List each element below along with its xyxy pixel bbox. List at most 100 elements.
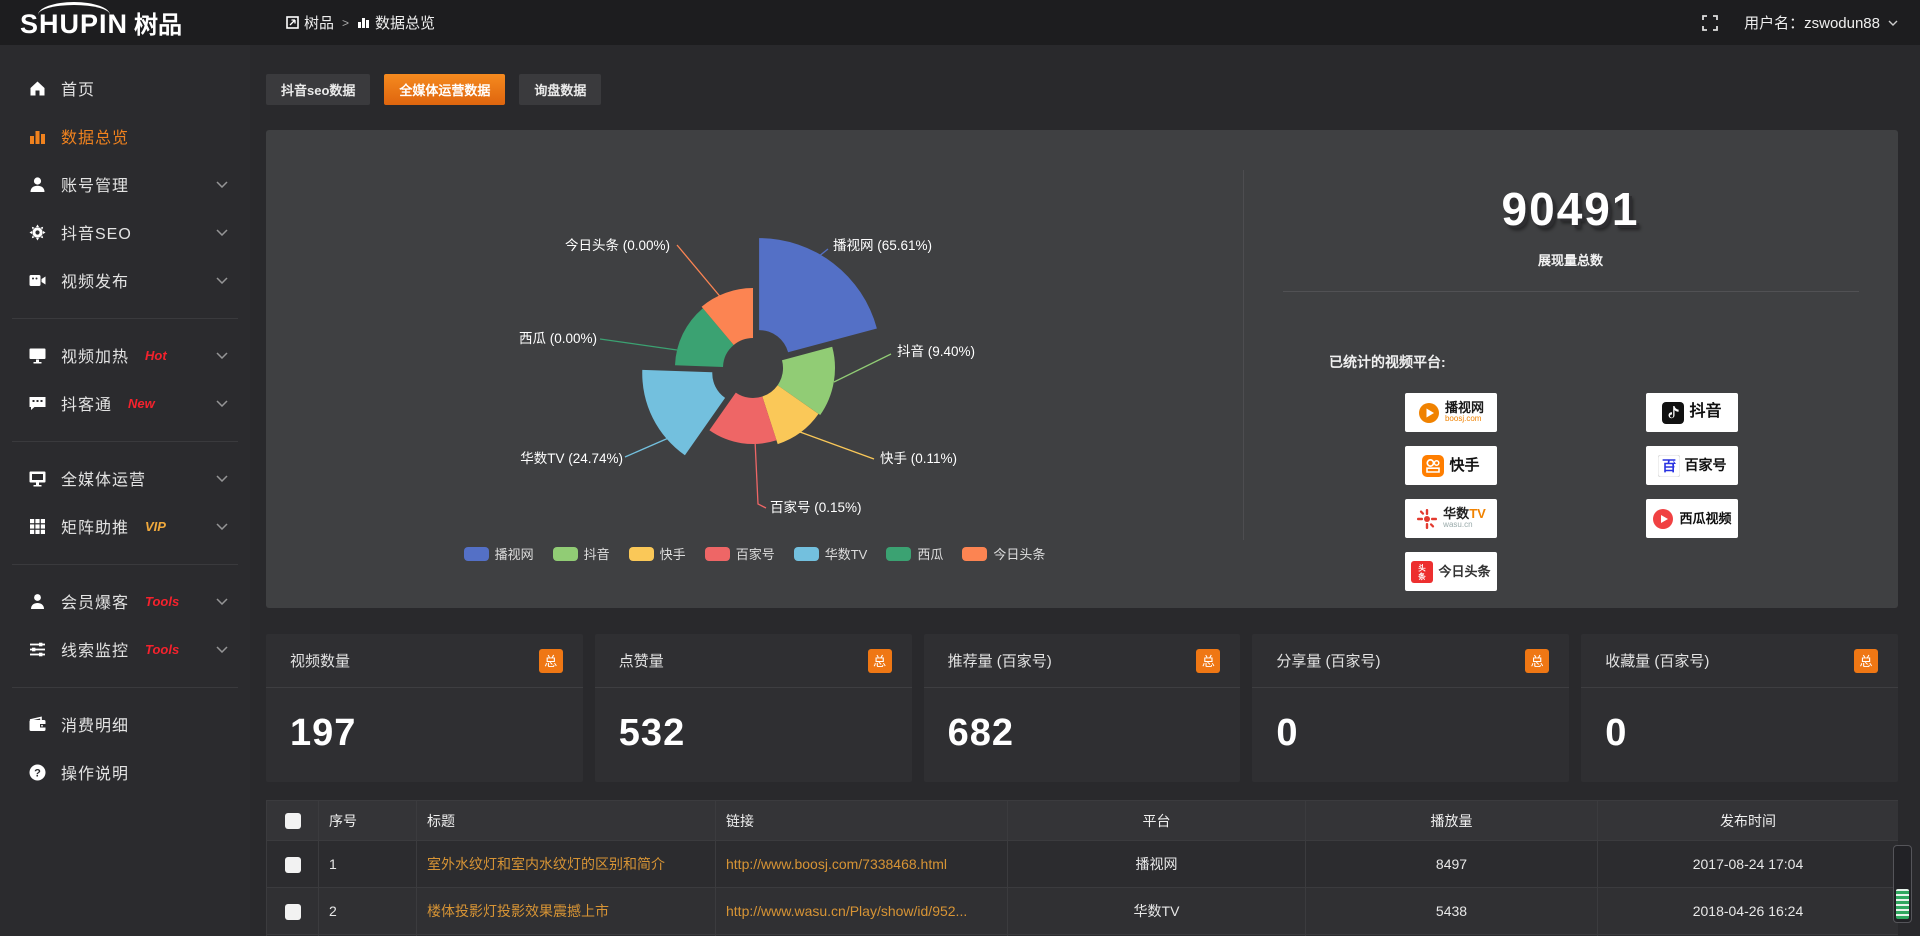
sidebar-item-gear[interactable]: 抖音SEO — [0, 208, 250, 256]
breadcrumb-current[interactable]: 数据总览 — [357, 12, 435, 33]
svg-text:?: ? — [34, 767, 41, 779]
platform-badge-kuaishou: 快手 — [1405, 446, 1497, 485]
platform-badge-texts: 快手 — [1449, 456, 1480, 474]
platform-name: 播视网 — [1444, 400, 1484, 416]
total-impressions-value: 90491 — [1501, 183, 1640, 235]
cell-plays: 5438 — [1305, 887, 1598, 935]
platform-name: 西瓜视频 — [1679, 510, 1732, 526]
svg-text:百: 百 — [1662, 458, 1676, 474]
stat-cards-row: 视频数量总 197 点赞量总 532 推荐量 (百家号) 总 682 分享量 (百家号) 总 0 收… — [266, 634, 1898, 782]
pie-slice-播视网[interactable] — [759, 238, 877, 353]
legend-item-播视网[interactable]: 播视网 — [463, 544, 534, 563]
sidebar-item-grid[interactable]: 矩阵助推 VIP — [0, 502, 250, 550]
bar-chart-icon — [28, 127, 47, 146]
sidebar-item-wallet[interactable]: 消费明细 — [0, 700, 250, 748]
sidebar-item-tag: New — [128, 395, 155, 411]
stat-card-value: 0 — [1605, 712, 1628, 754]
cell-link[interactable]: http://www.boosj.com/7338468.html — [715, 840, 1008, 888]
sidebar-item-question[interactable]: ? 操作说明 — [0, 748, 250, 796]
stat-card-5: 收藏量 (百家号) 总 0 — [1581, 634, 1898, 782]
cell-time: 2017-08-24 17:04 — [1597, 840, 1898, 888]
sidebar-divider — [12, 687, 238, 688]
tab-3[interactable]: 询盘数据 — [519, 74, 602, 105]
platform-sub-label: wasu.cn — [1443, 520, 1473, 530]
app-logo[interactable]: SHUPIN 树品 — [0, 2, 250, 40]
pie-label: 华数TV (24.74%) — [520, 451, 623, 466]
pie-label: 西瓜 (0.00%) — [519, 331, 597, 346]
sidebar-item-user[interactable]: 账号管理 — [0, 160, 250, 208]
tab-2[interactable]: 全媒体运营数据 — [384, 74, 506, 105]
chevron-down-icon — [216, 175, 228, 193]
cell-title[interactable]: 室外水纹灯和室内水纹灯的区别和简介 — [416, 840, 716, 888]
cell-platform: 播视网 — [1007, 840, 1306, 888]
screen-icon — [28, 346, 47, 365]
sidebar-divider — [12, 564, 238, 565]
pie-slice-今日头条[interactable] — [701, 288, 753, 345]
stat-card-header: 推荐量 (百家号) 总 — [923, 634, 1241, 688]
row-checkbox[interactable] — [284, 903, 301, 920]
pie-slice-快手[interactable] — [762, 385, 819, 445]
legend-item-西瓜[interactable]: 西瓜 — [886, 544, 943, 563]
sidebar-item-monitor[interactable]: 全媒体运营 — [0, 454, 250, 502]
platform-badge-boosj: 播视网 boosj.com — [1405, 393, 1497, 432]
sidebar-item-screen[interactable]: 视频加热 Hot — [0, 331, 250, 379]
overview-right: 90491 展现量总数 已统计的视频平台: 播视网 boosj.com 抖音 快手 百百… — [1243, 130, 1898, 608]
cell-title[interactable]: 楼体投影灯投影效果震撼上市 — [416, 887, 716, 935]
sidebar-item-video[interactable]: 视频发布 — [0, 256, 250, 304]
scrollbar-thumb[interactable] — [1896, 889, 1909, 919]
stat-card-4: 分享量 (百家号) 总 0 — [1252, 634, 1570, 782]
pie-slice-华数TV[interactable] — [642, 369, 726, 456]
top-header: SHUPIN 树品 树品 > 数据总览 用户名：zswodun88 — [0, 0, 1920, 45]
breadcrumb-root[interactable]: 树品 — [286, 12, 334, 33]
column-header-2: 标题 — [416, 800, 716, 841]
kuaishou-logo-icon — [1422, 454, 1445, 477]
stat-card-header: 收藏量 (百家号) 总 — [1581, 634, 1898, 688]
legend-swatch — [552, 546, 578, 561]
legend-item-抖音[interactable]: 抖音 — [552, 544, 610, 563]
cell-index: 2 — [318, 887, 417, 935]
total-badge: 总 — [538, 648, 563, 673]
legend-label: 百家号 — [735, 547, 775, 562]
row-checkbox[interactable] — [284, 856, 301, 873]
cell-link[interactable]: http://www.wasu.cn/Play/show/id/952... — [715, 887, 1008, 935]
platform-name: 今日头条 — [1438, 563, 1491, 579]
pie-slice-西瓜[interactable] — [675, 308, 734, 367]
legend-label: 抖音 — [583, 547, 610, 562]
label-leader-line — [599, 338, 678, 351]
platform-name: 抖音 — [1689, 403, 1722, 421]
sidebar-item-label: 全媒体运营 — [61, 472, 147, 489]
legend-item-华数TV[interactable]: 华数TV — [793, 544, 867, 563]
tab-1[interactable]: 抖音seo数据 — [266, 74, 371, 105]
stat-card-1: 视频数量 总 197 — [266, 634, 583, 782]
boosj-logo-icon — [1418, 402, 1440, 424]
stat-card-label: 分享量 (百家号) — [1276, 653, 1381, 670]
svg-text:头: 头 — [1419, 562, 1427, 572]
fullscreen-button[interactable] — [1702, 14, 1719, 31]
legend-label: 西瓜 — [917, 547, 944, 562]
platforms-list-label: 已统计的视频平台: — [1329, 354, 1446, 370]
sidebar-item-home[interactable]: 首页 — [0, 64, 250, 112]
platform-name: 快手 — [1449, 456, 1480, 474]
column-header-6: 发布时间 — [1597, 800, 1898, 841]
legend-item-快手[interactable]: 快手 — [628, 544, 686, 563]
sidebar-item-sliders[interactable]: 线索监控 Tools — [0, 625, 250, 673]
platform-badge-texts: 抖音 — [1689, 403, 1722, 421]
sidebar-item-person[interactable]: 会员爆客 Tools — [0, 577, 250, 625]
sidebar-item-label: 会员爆客 — [61, 595, 130, 612]
chevron-down-icon — [216, 346, 228, 364]
select-all-checkbox[interactable] — [284, 813, 301, 830]
legend-swatch — [463, 546, 489, 561]
legend-item-百家号[interactable]: 百家号 — [704, 544, 775, 563]
platform-share-chart: 播视网 (65.61%) 抖音 (9.40%) 快手 (0.11%) 百家号 (0.1… — [266, 130, 1243, 608]
sidebar-item-label: 账号管理 — [61, 178, 130, 195]
pie-slice-百家号[interactable] — [709, 392, 777, 445]
pie-slice-抖音[interactable] — [777, 346, 835, 415]
legend-item-今日头条[interactable]: 今日头条 — [962, 544, 1045, 563]
sidebar-item-bar-chart[interactable]: 数据总览 — [0, 112, 250, 160]
label-leader-line — [833, 353, 892, 383]
chevron-down-icon — [216, 469, 228, 487]
sidebar-item-chat[interactable]: 抖客通 New — [0, 379, 250, 427]
legend-swatch — [886, 546, 912, 561]
user-menu[interactable]: 用户名：zswodun88 — [1744, 12, 1898, 33]
bar-chart-icon — [358, 18, 370, 28]
